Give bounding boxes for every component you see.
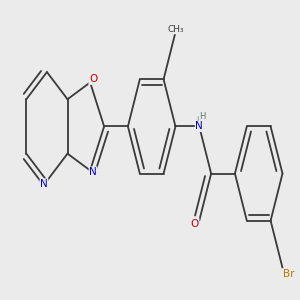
Text: Br: Br xyxy=(283,269,294,279)
Text: N: N xyxy=(89,167,97,177)
Text: O: O xyxy=(191,219,199,229)
Text: H: H xyxy=(199,112,206,121)
Text: CH₃: CH₃ xyxy=(167,25,184,34)
Text: N: N xyxy=(195,122,203,131)
Text: O: O xyxy=(89,74,97,85)
Text: H: H xyxy=(196,116,202,125)
Text: N: N xyxy=(40,179,48,189)
